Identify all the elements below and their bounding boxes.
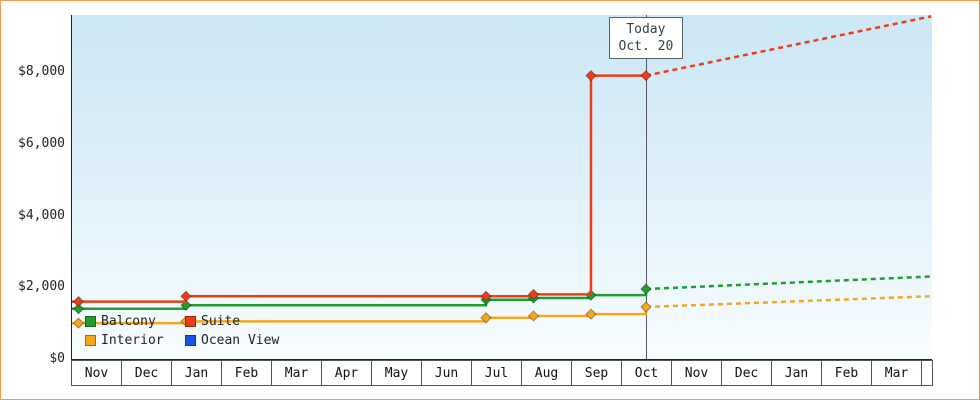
y-tick-label-4000: $4,000 (18, 207, 65, 223)
y-tick-label-0: $0 (49, 351, 65, 366)
month-cell-2: Jan (172, 360, 222, 386)
month-cell-10: Sep (572, 360, 622, 386)
month-cell-0: Nov (72, 360, 122, 386)
month-cell-12: Nov (672, 360, 722, 386)
month-cell-4: Mar (272, 360, 322, 386)
today-annotation: Today Oct. 20 (608, 17, 684, 59)
plot-background (72, 15, 932, 359)
price-marker-interior (585, 308, 597, 320)
price-marker-suite (480, 290, 492, 302)
price-marker-suite (527, 288, 540, 301)
month-cell-1: Dec (122, 360, 172, 386)
y-tick-label-6000: $6,000 (18, 135, 65, 151)
month-cell-13: Dec (722, 360, 772, 386)
month-cell-6: May (372, 360, 422, 386)
series-forecast-suite (645, 15, 932, 77)
month-cell-14: Jan (772, 360, 822, 386)
month-cell-filler (922, 360, 933, 386)
month-cell-16: Mar (872, 360, 922, 386)
price-marker-suite (640, 69, 652, 82)
price-marker-interior (72, 317, 85, 329)
month-cell-7: Jun (422, 360, 472, 386)
month-cell-5: Apr (322, 360, 372, 386)
series-forecast-interior (645, 294, 932, 309)
month-cell-9: Aug (522, 360, 572, 386)
series-line-balcony (72, 289, 648, 311)
series-line-suite (72, 74, 646, 303)
price-marker-suite (72, 295, 85, 308)
month-cell-3: Feb (222, 360, 272, 386)
price-marker-suite (585, 69, 597, 82)
x-axis-month-row: Nov Dec Jan Feb Mar Apr May Jun Jul Aug Sep Oct Nov D… (71, 360, 933, 386)
y-tick-label-8000: $8,000 (18, 64, 65, 79)
price-marker-interior (527, 310, 540, 322)
price-marker-balcony (640, 283, 652, 295)
price-marker-suite (180, 290, 192, 302)
month-cell-8: Jul (472, 360, 522, 386)
today-annotation-date: Oct. 20 (618, 39, 674, 54)
price-marker-interior (180, 315, 192, 328)
price-marker-interior (640, 301, 652, 313)
series-line-interior (72, 306, 648, 325)
month-cell-15: Feb (822, 360, 872, 386)
price-marker-balcony (72, 303, 85, 315)
price-marker-interior (480, 312, 492, 324)
series-forecast-balcony (645, 275, 932, 291)
month-cell-11: Oct (622, 360, 672, 386)
y-tick-label-2000: $2,000 (18, 279, 65, 295)
today-annotation-title: Today (626, 22, 666, 37)
